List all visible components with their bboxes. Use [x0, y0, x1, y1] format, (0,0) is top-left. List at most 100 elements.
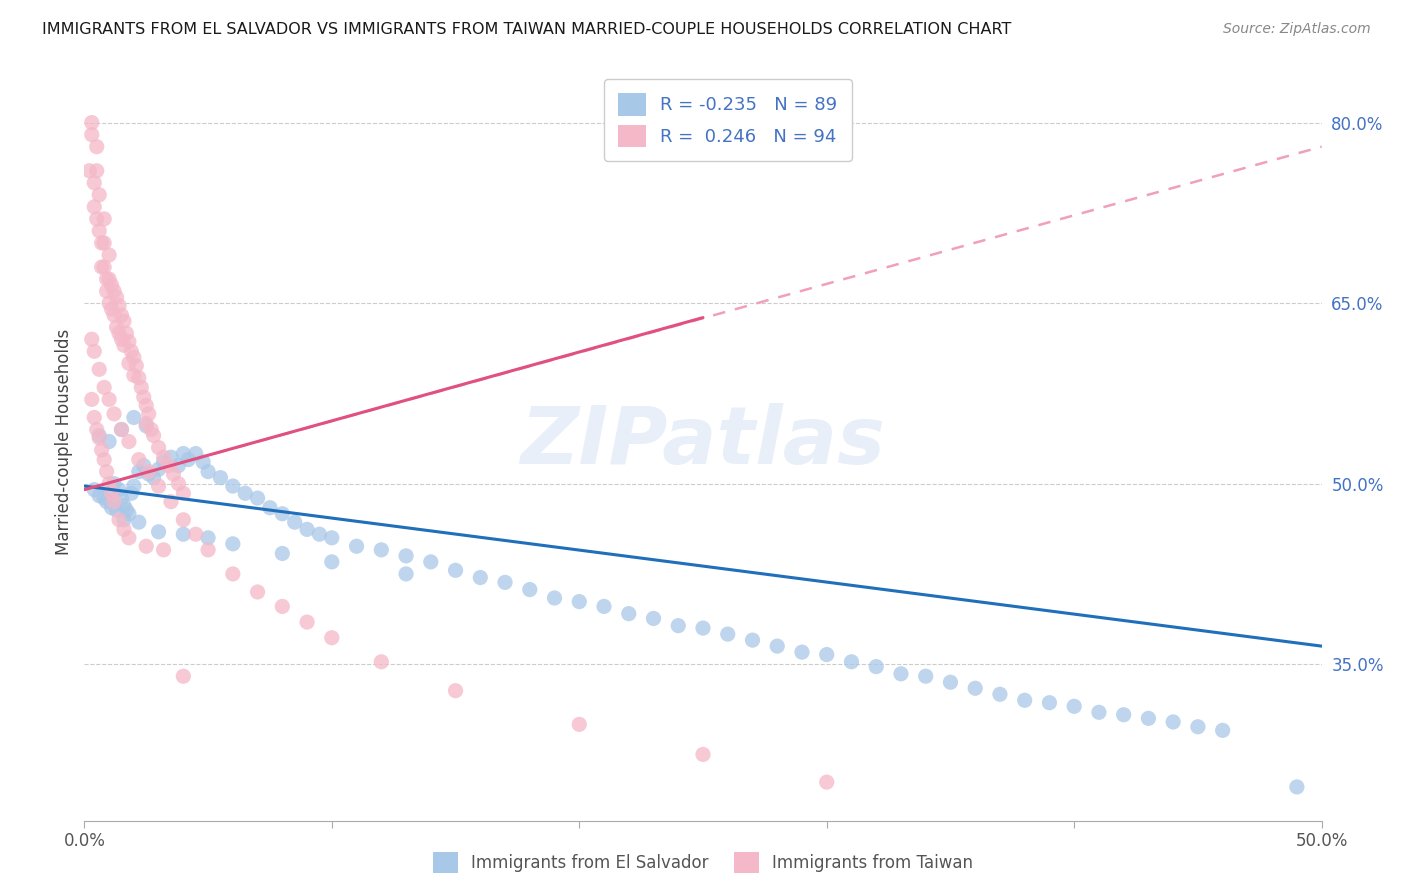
Point	[284, 515, 307, 529]
Point	[1063, 699, 1085, 714]
Y-axis label: Married-couple Households: Married-couple Households	[55, 328, 73, 555]
Point	[100, 278, 122, 293]
Point	[1112, 707, 1135, 722]
Point	[79, 163, 101, 178]
Point	[89, 187, 111, 202]
Point	[148, 441, 170, 455]
Point	[197, 465, 219, 479]
Point	[125, 359, 148, 373]
Point	[233, 486, 256, 500]
Point	[259, 500, 281, 515]
Point	[1088, 706, 1111, 720]
Point	[321, 531, 343, 545]
Point	[98, 434, 121, 449]
Point	[86, 423, 108, 437]
Point	[128, 515, 150, 529]
Point	[122, 410, 145, 425]
Point	[346, 539, 368, 553]
Point	[120, 486, 142, 500]
Point	[110, 491, 132, 505]
Point	[184, 446, 207, 460]
Point	[90, 260, 112, 274]
Point	[83, 176, 105, 190]
Point	[128, 465, 150, 479]
Point	[98, 296, 121, 310]
Point	[172, 669, 194, 683]
Point	[965, 681, 987, 696]
Point	[135, 399, 157, 413]
Point	[308, 527, 330, 541]
Point	[914, 669, 936, 683]
Point	[98, 486, 121, 500]
Point	[142, 470, 165, 484]
Point	[222, 479, 245, 493]
Point	[93, 235, 115, 250]
Point	[86, 211, 108, 226]
Point	[93, 491, 115, 505]
Point	[138, 465, 160, 479]
Point	[138, 467, 160, 481]
Point	[209, 470, 232, 484]
Point	[167, 476, 190, 491]
Point	[122, 351, 145, 365]
Text: ZIPatlas: ZIPatlas	[520, 402, 886, 481]
Point	[115, 503, 138, 517]
Point	[89, 489, 111, 503]
Point	[162, 467, 184, 481]
Point	[103, 308, 125, 322]
Point	[271, 507, 294, 521]
Point	[1212, 723, 1234, 738]
Point	[100, 486, 122, 500]
Point	[83, 200, 105, 214]
Point	[395, 566, 418, 581]
Point	[80, 128, 103, 142]
Point	[108, 326, 131, 341]
Point	[321, 555, 343, 569]
Point	[112, 513, 135, 527]
Point	[110, 332, 132, 346]
Point	[167, 458, 190, 473]
Point	[222, 566, 245, 581]
Point	[444, 563, 467, 577]
Point	[766, 639, 789, 653]
Point	[568, 717, 591, 731]
Point	[89, 362, 111, 376]
Point	[160, 494, 183, 508]
Text: Source: ZipAtlas.com: Source: ZipAtlas.com	[1223, 22, 1371, 37]
Point	[135, 539, 157, 553]
Point	[80, 332, 103, 346]
Point	[93, 380, 115, 394]
Point	[128, 452, 150, 467]
Point	[89, 431, 111, 445]
Point	[148, 479, 170, 493]
Point	[152, 455, 174, 469]
Point	[103, 284, 125, 298]
Point	[110, 308, 132, 322]
Point	[108, 299, 131, 313]
Point	[470, 570, 492, 584]
Text: IMMIGRANTS FROM EL SALVADOR VS IMMIGRANTS FROM TAIWAN MARRIED-COUPLE HOUSEHOLDS : IMMIGRANTS FROM EL SALVADOR VS IMMIGRANT…	[42, 22, 1011, 37]
Point	[83, 344, 105, 359]
Point	[148, 462, 170, 476]
Point	[666, 618, 689, 632]
Point	[86, 163, 108, 178]
Point	[1137, 711, 1160, 725]
Point	[790, 645, 813, 659]
Point	[108, 483, 131, 497]
Point	[197, 531, 219, 545]
Legend: Immigrants from El Salvador, Immigrants from Taiwan: Immigrants from El Salvador, Immigrants …	[426, 846, 980, 880]
Point	[105, 320, 128, 334]
Point	[100, 500, 122, 515]
Point	[141, 423, 163, 437]
Point	[841, 655, 863, 669]
Point	[370, 542, 392, 557]
Point	[172, 513, 194, 527]
Point	[142, 428, 165, 442]
Point	[184, 527, 207, 541]
Point	[741, 633, 763, 648]
Point	[717, 627, 740, 641]
Point	[939, 675, 962, 690]
Point	[568, 594, 591, 608]
Point	[89, 428, 111, 442]
Point	[93, 260, 115, 274]
